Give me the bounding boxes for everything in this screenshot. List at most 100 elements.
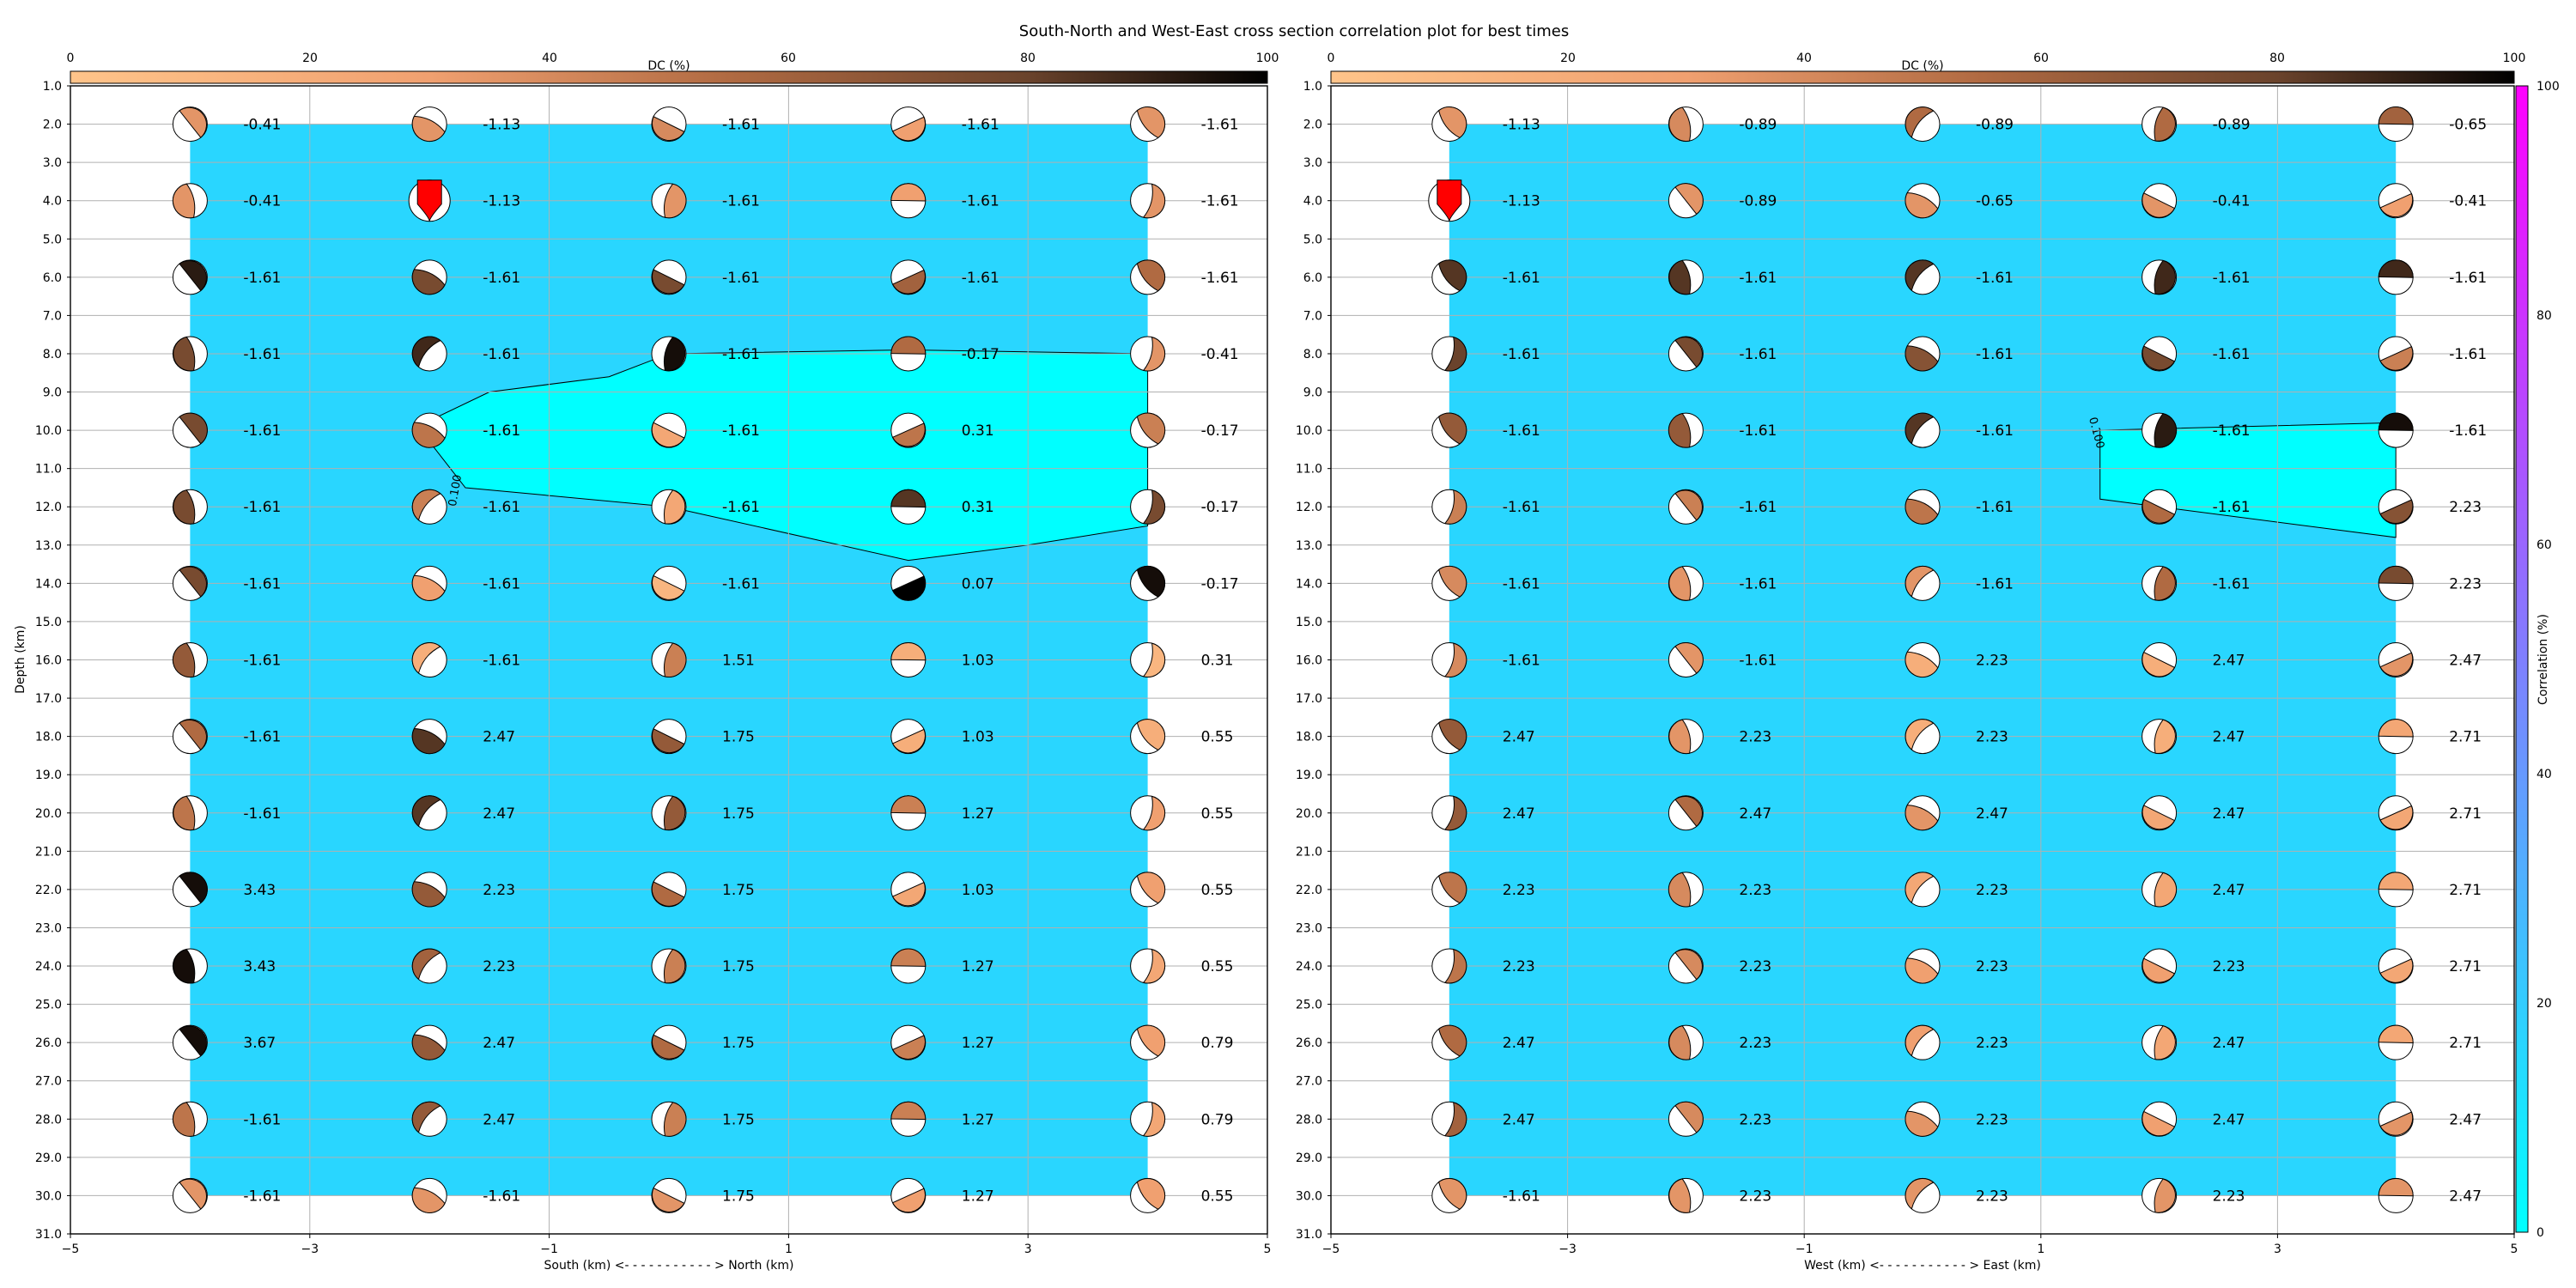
beachball: [1668, 1024, 1704, 1060]
y-tick-label: 8.0: [43, 348, 62, 361]
y-tick-label: 27.0: [1296, 1075, 1322, 1089]
time-shift-label: -1.61: [722, 575, 760, 592]
time-shift-label: -0.89: [1739, 193, 1777, 210]
beachball: [1905, 719, 1941, 755]
time-shift-label: -1.61: [1739, 270, 1777, 287]
dc-tick: 0: [67, 52, 75, 65]
time-shift-label: 1.75: [722, 1188, 755, 1205]
beachball: [651, 106, 687, 143]
dc-tick: 0: [1327, 52, 1335, 65]
beachball: [1431, 1177, 1467, 1213]
beachball: [1431, 259, 1467, 295]
beachball: [1905, 489, 1941, 525]
beachball: [2142, 489, 2178, 525]
beachball: [890, 106, 927, 143]
beachball: [651, 795, 687, 831]
beachball: [651, 1177, 687, 1213]
y-tick-label: 14.0: [35, 577, 62, 591]
beachball: [651, 259, 687, 295]
time-shift-label: -1.61: [1201, 270, 1239, 287]
y-tick-label: 7.0: [43, 309, 62, 323]
time-shift-label: 0.07: [962, 575, 994, 592]
beachball: [1431, 1101, 1467, 1137]
beachball: [651, 565, 687, 601]
dc-colorbar-ticks: 0 20 40 60 80 100: [1327, 52, 2526, 65]
time-shift-label: -1.61: [1739, 653, 1777, 670]
x-axis-label: West (km) <- - - - - - - - - - - > East …: [1804, 1259, 2041, 1273]
y-tick-label: 19.0: [1296, 769, 1322, 782]
beachball: [172, 183, 208, 219]
beachball: [1431, 565, 1467, 601]
y-tick-label: 19.0: [35, 769, 62, 782]
time-shift-label: -0.17: [1201, 422, 1239, 440]
beachball: [1130, 719, 1166, 755]
beachball: [890, 872, 927, 908]
time-shift-label: 1.75: [722, 1035, 755, 1052]
beachball: [2378, 1024, 2414, 1060]
x-tick-label: 1: [785, 1242, 793, 1256]
time-shift-label: -1.61: [483, 1188, 520, 1205]
y-tick-label: 15.0: [35, 616, 62, 629]
y-tick-label: 2.0: [1303, 118, 1322, 132]
y-tick-label: 25.0: [1296, 999, 1322, 1012]
beachball: [2142, 259, 2178, 295]
beachball: [2142, 795, 2178, 831]
time-shift-label: 0.55: [1201, 1188, 1234, 1205]
x-tick-label: −3: [301, 1242, 319, 1256]
time-shift-label: 2.71: [2449, 882, 2482, 899]
beachball: [1905, 1101, 1941, 1137]
beachball: [172, 565, 208, 601]
time-shift-label: 2.23: [1503, 882, 1535, 899]
y-tick-label: 25.0: [35, 999, 62, 1012]
time-shift-label: -1.61: [483, 422, 520, 440]
beachball: [411, 336, 447, 372]
time-shift-label: 0.55: [1201, 805, 1234, 823]
y-tick-label: 14.0: [1296, 577, 1322, 591]
dc-tick: 40: [1796, 52, 1812, 65]
beachball: [1431, 412, 1467, 448]
beachball: [651, 642, 687, 677]
beachball: [411, 1101, 447, 1137]
time-shift-label: -0.89: [1739, 117, 1777, 134]
axes-frame: [70, 85, 1268, 1235]
time-shift-label: -1.61: [1503, 422, 1540, 440]
beachball: [172, 336, 208, 372]
beachball: [2142, 1101, 2178, 1137]
time-shift-label: -1.13: [1503, 117, 1540, 134]
y-tick-label: 3.0: [1303, 156, 1322, 170]
dc-colorbar-left: DC (%) 0 20 40 60 80 100: [67, 52, 1279, 84]
beachball: [1428, 179, 1471, 222]
time-shift-label: -1.61: [1739, 499, 1777, 516]
beachball: [890, 412, 927, 448]
beachball: [1431, 336, 1467, 372]
y-tick-label: 5.0: [43, 233, 62, 246]
beachball: [1905, 1177, 1941, 1213]
y-tick-label: 17.0: [1296, 692, 1322, 706]
beachball: [1905, 795, 1941, 831]
beachball: [1130, 183, 1166, 219]
y-tick-label: 15.0: [1296, 616, 1322, 629]
beachball: [1668, 719, 1704, 755]
time-shift-label: 1.75: [722, 805, 755, 823]
time-shift-label: 2.23: [1976, 1188, 2008, 1205]
dc-colorbar-label: DC (%): [647, 59, 690, 73]
time-shift-label: -1.13: [483, 193, 520, 210]
y-tick-label: 30.0: [1296, 1189, 1322, 1203]
beachball: [411, 719, 447, 755]
beachball: [2378, 259, 2414, 295]
time-shift-label: -0.17: [962, 346, 999, 363]
beachball: [651, 1101, 687, 1137]
time-shift-label: 2.47: [2213, 1111, 2245, 1128]
beachball: [1431, 795, 1467, 831]
beachball: [411, 795, 447, 831]
figure-title: South-North and West-East cross section …: [1019, 22, 1569, 40]
beachball: [651, 412, 687, 448]
dc-tick: 100: [1256, 52, 1279, 65]
time-shift-label: -1.61: [243, 499, 281, 516]
beachball: [890, 1101, 927, 1137]
beachball: [172, 1024, 208, 1060]
y-tick-label: 4.0: [43, 195, 62, 209]
x-tick-label: −3: [1558, 1242, 1577, 1256]
time-shift-label: 0.79: [1201, 1035, 1234, 1052]
y-tick-label: 2.0: [43, 118, 62, 132]
